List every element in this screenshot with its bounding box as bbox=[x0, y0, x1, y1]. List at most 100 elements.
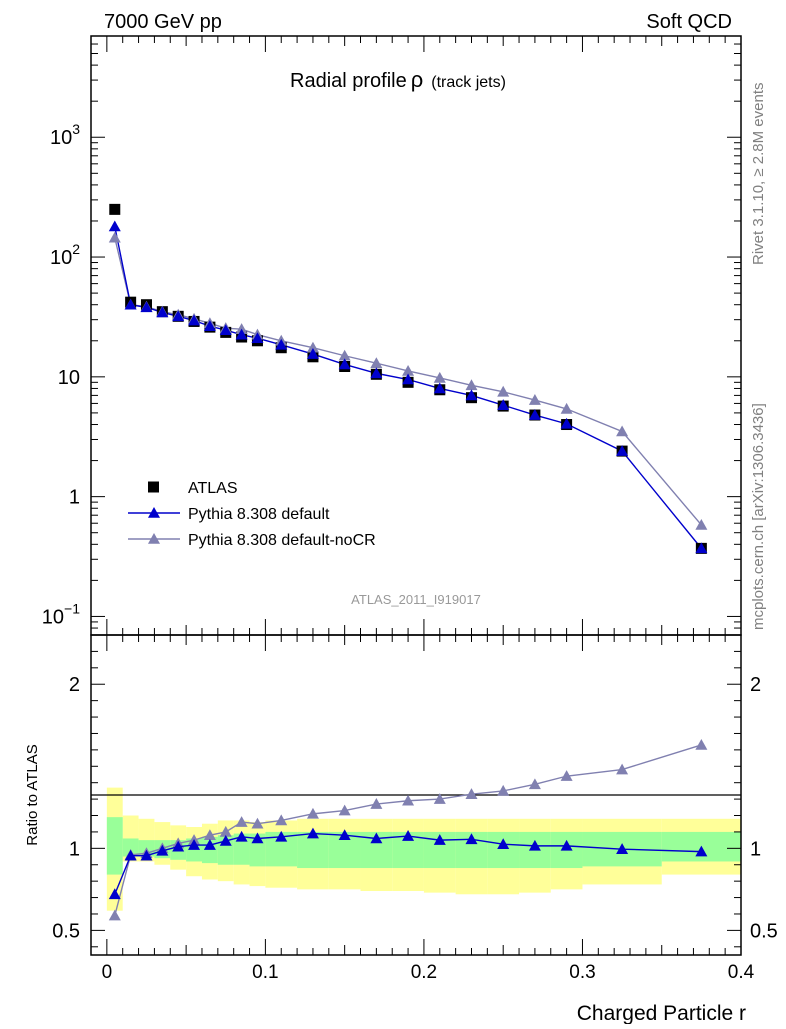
mc-point bbox=[306, 341, 319, 353]
xtick-label: 0.4 bbox=[728, 962, 755, 983]
mc-point bbox=[108, 220, 121, 232]
ratio-ytick-label-right: 0.5 bbox=[750, 920, 778, 942]
uncertainty-band-green bbox=[487, 831, 520, 869]
ratio-ylabel: Ratio to ATLAS bbox=[24, 744, 41, 845]
mc-point bbox=[172, 310, 185, 322]
ratio-point bbox=[188, 839, 201, 850]
legend-label: Pythia 8.308 default-noCR bbox=[188, 532, 376, 549]
legend-marker bbox=[148, 507, 160, 518]
xtick-label: 0.1 bbox=[252, 962, 278, 983]
legend-marker-atlas bbox=[148, 481, 159, 493]
ratio-point bbox=[108, 909, 121, 921]
ratio-point bbox=[172, 840, 185, 852]
mc-point bbox=[370, 357, 383, 368]
ratio-point bbox=[338, 829, 351, 841]
ratio-point bbox=[465, 833, 478, 845]
mc-point bbox=[616, 445, 629, 456]
ratio-ytick-label-right: 2 bbox=[750, 674, 761, 696]
ratio-point bbox=[338, 804, 351, 816]
mc-point bbox=[616, 425, 629, 437]
header-right: Soft QCD bbox=[646, 11, 732, 33]
xtick-label: 0 bbox=[102, 962, 113, 983]
uncertainty-band-green bbox=[106, 817, 123, 875]
ratio-point bbox=[402, 830, 415, 841]
ratio-point bbox=[235, 816, 248, 827]
ratio-point bbox=[616, 843, 629, 854]
mc-point bbox=[338, 349, 351, 361]
ratio-point bbox=[306, 827, 319, 839]
uncertainty-band-green bbox=[122, 838, 139, 857]
source-label: mcplots.cern.ch [arXiv:1306.3436] bbox=[750, 403, 767, 630]
mc-point bbox=[140, 301, 153, 313]
ratio-point bbox=[402, 794, 415, 806]
mc-point bbox=[433, 382, 446, 394]
ratio-point bbox=[251, 817, 264, 829]
watermark: ATLAS_2011_I919017 bbox=[351, 592, 481, 607]
ratio-line-pythia-8-308-default bbox=[114, 832, 702, 895]
mc-point bbox=[695, 542, 708, 554]
mc-point bbox=[251, 332, 264, 344]
main-ytick-label: 1 bbox=[69, 487, 80, 509]
ratio-line-pythia-8-308-default-nocr bbox=[114, 744, 702, 916]
ratio-point bbox=[560, 770, 573, 781]
mc-point bbox=[497, 399, 510, 410]
mc-point bbox=[695, 518, 708, 530]
xaxis-label: Charged Particle r bbox=[577, 1002, 746, 1024]
mc-point bbox=[108, 231, 121, 243]
ratio-point bbox=[497, 784, 510, 796]
mc-point bbox=[306, 348, 319, 359]
ratio-frame bbox=[90, 634, 742, 956]
ratio-point bbox=[560, 839, 573, 851]
mc-point bbox=[203, 320, 216, 331]
mc-point bbox=[433, 371, 446, 383]
mc-point bbox=[275, 338, 288, 350]
mc-point bbox=[188, 314, 201, 326]
ratio-panel: 0.5 0.51 12 2 0 0.1 0.2 0.3 0.4 Ratio to ATLAS … bbox=[24, 634, 778, 1025]
mc-point bbox=[560, 417, 573, 429]
main-ytick-label: 103 bbox=[50, 121, 80, 149]
mc-point bbox=[465, 389, 478, 401]
ratio-point bbox=[465, 788, 478, 799]
ratio-point bbox=[203, 839, 216, 850]
main-panel: 10−1 1 10 102 103 Radial profile ρ (track jets… bbox=[42, 35, 742, 636]
ratio-point bbox=[370, 798, 383, 809]
ratio-point bbox=[108, 888, 121, 900]
xtick-label: 0.3 bbox=[569, 962, 595, 983]
ratio-point bbox=[219, 825, 232, 837]
ratio-point bbox=[219, 834, 232, 846]
mc-point bbox=[124, 298, 137, 310]
mc-point bbox=[235, 323, 248, 334]
ratio-ytick-label-right: 1 bbox=[750, 838, 761, 860]
main-ytick-label: 10−1 bbox=[42, 600, 80, 628]
mc-point bbox=[465, 379, 478, 391]
series-line-pythia-8-308-default-nocr bbox=[114, 237, 702, 526]
ratio-point bbox=[203, 829, 216, 841]
ratio-point bbox=[156, 844, 169, 856]
series-line-pythia-8-308-default bbox=[114, 226, 702, 549]
mc-point bbox=[235, 328, 248, 340]
ratio-point bbox=[235, 830, 248, 842]
xtick-label: 0.2 bbox=[411, 962, 437, 983]
ratio-point bbox=[124, 849, 137, 861]
legend-label: Pythia 8.308 default bbox=[188, 506, 330, 523]
mc-point bbox=[528, 394, 541, 405]
ratio-point bbox=[695, 738, 708, 750]
ratio-point bbox=[275, 830, 288, 842]
legend: ATLAS Pythia 8.308 default Pythia 8.308 de… bbox=[128, 480, 376, 549]
ratio-point bbox=[140, 849, 153, 861]
ratio-point bbox=[370, 832, 383, 844]
main-ytick-label: 102 bbox=[50, 241, 80, 269]
ratio-point bbox=[528, 778, 541, 790]
ratio-ytick-label: 1 bbox=[69, 838, 80, 860]
mc-point bbox=[560, 402, 573, 414]
main-ytick-label: 10 bbox=[58, 367, 80, 389]
ratio-point bbox=[251, 832, 264, 844]
mc-point bbox=[156, 306, 169, 318]
ratio-point bbox=[433, 834, 446, 845]
ratio-point bbox=[306, 807, 319, 819]
mc-point bbox=[497, 385, 510, 397]
legend-marker bbox=[148, 533, 160, 544]
mc-point bbox=[402, 373, 415, 385]
ratio-point bbox=[275, 814, 288, 826]
